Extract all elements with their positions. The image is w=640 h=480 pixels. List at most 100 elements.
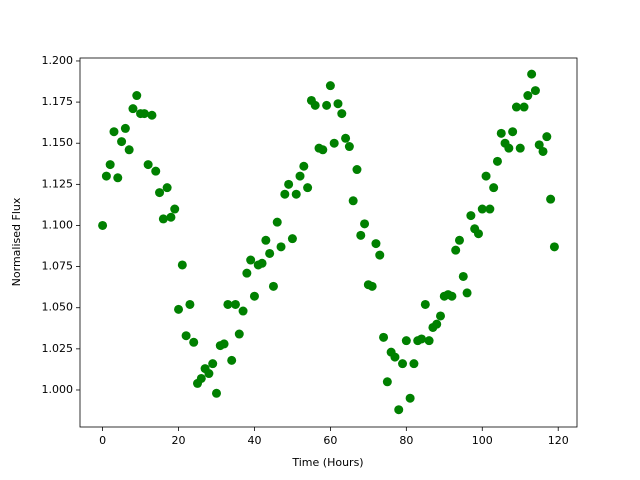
data-point (496, 128, 506, 138)
data-point (185, 299, 195, 309)
data-point (527, 69, 537, 79)
y-tick-label: 1.175 (42, 95, 74, 108)
data-point (348, 196, 358, 206)
data-point (139, 109, 149, 119)
data-point (394, 405, 404, 415)
data-point (538, 146, 548, 156)
data-point (284, 179, 294, 189)
data-point (295, 171, 305, 181)
data-point (276, 242, 286, 252)
data-point (113, 173, 123, 183)
data-point (447, 291, 457, 301)
data-point (424, 336, 434, 346)
y-tick-label: 1.125 (42, 177, 74, 190)
y-axis-label: Normalised Flux (10, 197, 23, 286)
data-point (170, 204, 180, 214)
data-point (196, 373, 206, 383)
data-point (549, 242, 559, 252)
x-tick-label: 40 (247, 434, 261, 447)
data-point (485, 204, 495, 214)
data-point (341, 133, 351, 143)
data-point (534, 140, 544, 150)
data-point (542, 132, 552, 142)
data-point (151, 166, 161, 176)
data-point (132, 91, 142, 101)
data-point (299, 161, 309, 171)
y-tick-label: 1.050 (42, 301, 74, 314)
data-point (117, 137, 127, 147)
x-tick-label: 80 (399, 434, 413, 447)
data-point (382, 377, 392, 387)
data-point (371, 239, 381, 249)
data-point (211, 388, 221, 398)
data-point (329, 138, 339, 148)
data-point (458, 271, 468, 281)
data-point (322, 100, 332, 110)
data-point (508, 127, 518, 137)
data-point (98, 220, 108, 230)
data-point (405, 393, 415, 403)
data-point (143, 160, 153, 170)
data-point (401, 336, 411, 346)
y-tick-label: 1.200 (42, 54, 74, 67)
data-point (477, 204, 487, 214)
data-point (515, 143, 525, 153)
data-point (489, 183, 499, 193)
data-point (451, 245, 461, 255)
data-point (177, 260, 187, 270)
data-point (101, 171, 111, 181)
y-tick-label: 1.075 (42, 260, 74, 273)
data-point (219, 339, 229, 349)
data-point (333, 99, 343, 109)
data-point (417, 334, 427, 344)
data-point (272, 217, 282, 227)
data-point (344, 142, 354, 152)
data-point (147, 110, 157, 120)
data-point (268, 281, 278, 291)
data-point (265, 248, 275, 258)
data-point (481, 171, 491, 181)
data-point (227, 355, 237, 365)
data-point (109, 127, 119, 137)
y-tick-label: 1.025 (42, 342, 74, 355)
data-point (238, 306, 248, 316)
data-point (124, 145, 134, 155)
data-point (303, 183, 313, 193)
data-point (432, 319, 442, 329)
data-point (318, 145, 328, 155)
data-point (162, 183, 172, 193)
data-point (454, 235, 464, 245)
data-point (375, 250, 385, 260)
data-point (390, 352, 400, 362)
data-point (257, 258, 267, 268)
data-point (504, 143, 514, 153)
axes-frame (79, 57, 578, 428)
data-point (105, 160, 115, 170)
data-point (519, 102, 529, 112)
data-point (261, 235, 271, 245)
data-point (234, 329, 244, 339)
data-point (158, 214, 168, 224)
data-point (246, 255, 256, 265)
x-tick-label: 0 (99, 434, 106, 447)
data-point (310, 100, 320, 110)
data-point (492, 156, 502, 166)
data-point (204, 369, 214, 379)
data-point (230, 299, 240, 309)
data-point (280, 189, 290, 199)
x-tick-label: 120 (548, 434, 569, 447)
data-point (523, 91, 533, 101)
data-point (337, 109, 347, 119)
data-point (436, 311, 446, 321)
data-point (223, 299, 233, 309)
data-point (325, 81, 335, 91)
data-point (367, 281, 377, 291)
data-point (420, 299, 430, 309)
data-point (409, 359, 419, 369)
data-point (120, 123, 130, 133)
data-point (291, 189, 301, 199)
data-point (166, 212, 176, 222)
y-tick-label: 1.150 (42, 136, 74, 149)
